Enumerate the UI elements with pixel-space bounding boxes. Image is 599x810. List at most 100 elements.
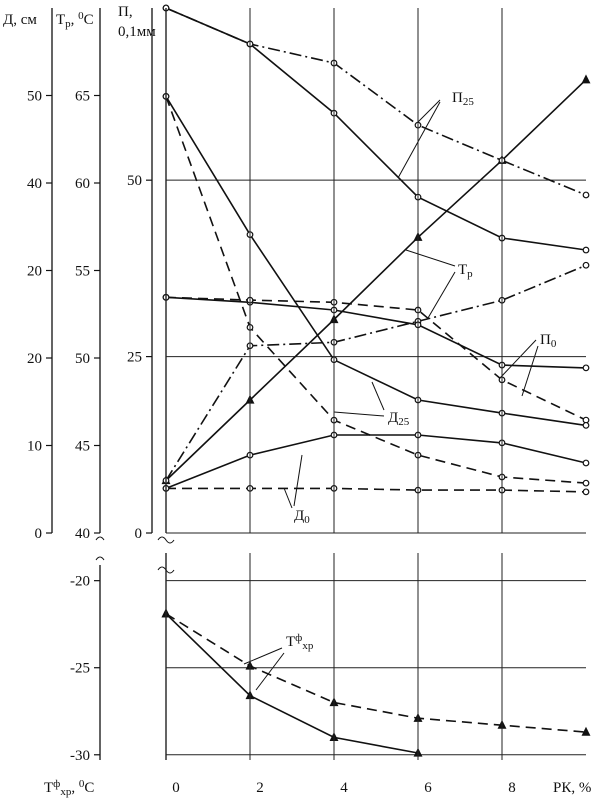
annotation: Tфхр xyxy=(286,632,314,652)
marker xyxy=(582,261,590,269)
annotation-part: 25 xyxy=(463,96,475,108)
y-tick-label: -25 xyxy=(70,661,90,677)
y-tick-label: 0 xyxy=(35,526,43,542)
series-line xyxy=(165,264,587,481)
y-tick-label: 20 xyxy=(27,264,42,280)
break-mark xyxy=(95,536,105,541)
x-axis-label: РК, % xyxy=(553,780,591,796)
y-tick-label: 60 xyxy=(75,176,90,192)
leader xyxy=(371,381,385,411)
y-axis-label-part: T xyxy=(56,12,65,28)
y-tick-label: 50 xyxy=(27,89,42,105)
y-axis-label-part: Д, см xyxy=(3,12,37,28)
x-tick-label: 2 xyxy=(256,780,264,796)
series-line xyxy=(166,487,587,493)
annotation: Д0 xyxy=(294,508,310,526)
y-axis-label-part: T xyxy=(44,780,53,796)
marker xyxy=(582,488,590,496)
leader xyxy=(255,652,285,691)
y-axis-label-part: C xyxy=(84,780,94,796)
leader xyxy=(405,249,456,267)
series-line xyxy=(165,296,587,369)
leader xyxy=(293,454,303,507)
marker xyxy=(581,74,591,84)
leader xyxy=(333,411,385,417)
series-line xyxy=(165,296,587,421)
annotation-part: 0 xyxy=(551,338,557,350)
y-axis-label: Д, см xyxy=(3,12,37,28)
y-tick-label: -30 xyxy=(70,748,90,764)
y-tick-label: 0 xyxy=(135,526,143,542)
y-tick-label: 40 xyxy=(75,526,90,542)
annotation-part: 25 xyxy=(398,416,410,428)
x-tick-label: 0 xyxy=(172,780,180,796)
leader xyxy=(521,345,539,397)
marker xyxy=(582,421,590,429)
annotation-part: р xyxy=(467,268,473,280)
y-tick-label: 45 xyxy=(75,439,90,455)
series-line xyxy=(165,95,587,427)
series-line xyxy=(165,613,419,754)
axis-breaks xyxy=(95,536,175,574)
annotation: П25 xyxy=(452,90,474,108)
annotation: Д25 xyxy=(388,410,410,428)
x-tick-label: 4 xyxy=(340,780,348,796)
break-mark xyxy=(157,536,175,544)
y-axis-label-part: 0 xyxy=(79,778,85,790)
y-axis-label: Tр, 0C xyxy=(56,10,94,30)
annotation-part: T xyxy=(458,262,467,278)
annotation-part: 0 xyxy=(304,514,310,526)
series-line xyxy=(165,7,587,196)
y-tick-label: 65 xyxy=(75,89,90,105)
annotation-part: П xyxy=(540,332,551,348)
leader xyxy=(283,487,293,509)
y-axis-label-part: , xyxy=(71,780,79,796)
annotation-leaders xyxy=(243,99,539,691)
y-axis-label: П, xyxy=(118,4,133,20)
annotation: П0 xyxy=(540,332,557,350)
y-axis-label-part: 0,1мм xyxy=(118,24,156,40)
y-tick-label: 25 xyxy=(127,350,142,366)
x-tick-label: 8 xyxy=(508,780,516,796)
annotation-part: T xyxy=(286,634,295,650)
marker xyxy=(582,191,590,199)
annotation-part: Д xyxy=(388,410,398,426)
y-tick-label: 10 xyxy=(27,439,42,455)
annotation-part: хр xyxy=(302,640,314,652)
y-tick-label: 20 xyxy=(27,351,42,367)
y-axis-label-part: П, xyxy=(118,4,133,20)
y-axis-label-part: р xyxy=(65,18,71,30)
series-line xyxy=(165,79,587,482)
series-line xyxy=(165,613,587,733)
marker xyxy=(582,246,590,254)
series-line xyxy=(165,96,587,484)
y-axis-label-part: , xyxy=(71,12,79,28)
break-mark xyxy=(95,556,105,561)
leader xyxy=(427,271,456,319)
y-axis-label: 0,1мм xyxy=(118,24,156,40)
annotation-part: ф xyxy=(295,632,302,644)
series-line xyxy=(165,7,587,251)
marker xyxy=(581,726,591,736)
y-tick-label: 40 xyxy=(27,176,42,192)
annotation: Tр xyxy=(458,262,473,280)
y-axis-label-part: 0 xyxy=(78,10,84,22)
y-axis-label-part: ф xyxy=(53,778,60,790)
leader xyxy=(415,99,441,125)
marker xyxy=(582,479,590,487)
y-tick-label: 50 xyxy=(127,173,142,189)
y-axis-label-part: C xyxy=(84,12,94,28)
leader xyxy=(499,339,537,379)
annotation-part: Д xyxy=(294,508,304,524)
y-axis-label: Tфхр, 0C xyxy=(44,778,94,798)
y-axis-label-part: хр xyxy=(60,786,72,798)
marker xyxy=(582,459,590,467)
y-tick-label: 50 xyxy=(75,351,90,367)
x-tick-label: 6 xyxy=(424,780,432,796)
y-tick-label: -20 xyxy=(70,574,90,590)
leader xyxy=(397,101,441,179)
marker xyxy=(582,364,590,372)
y-tick-label: 55 xyxy=(75,264,90,280)
series-line xyxy=(165,434,587,490)
